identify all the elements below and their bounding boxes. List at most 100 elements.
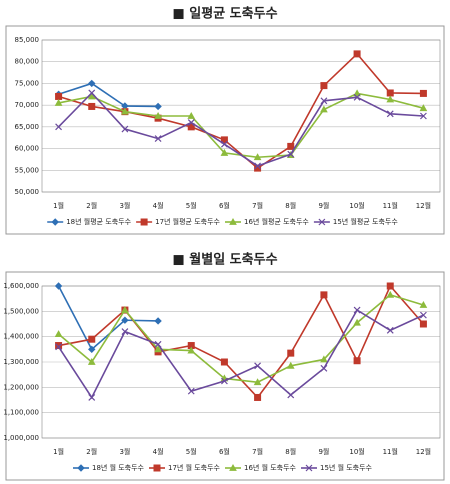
series-line — [58, 293, 424, 384]
data-point — [287, 150, 295, 158]
data-point — [55, 343, 63, 351]
x-tick-label: 7월 — [252, 201, 263, 210]
plot-frame — [41, 285, 441, 439]
x-tick-label: 12월 — [416, 201, 431, 210]
data-point — [353, 89, 361, 97]
data-point — [154, 317, 162, 325]
data-point — [154, 102, 162, 111]
data-point — [386, 110, 394, 118]
data-point — [287, 142, 295, 150]
y-tick-label: 55,000 — [15, 166, 40, 174]
x-tick-label: 10월 — [349, 447, 364, 456]
y-tick-label: 60,000 — [15, 145, 40, 153]
data-point — [286, 361, 295, 369]
data-point — [87, 92, 96, 100]
data-point — [54, 98, 63, 106]
data-point — [121, 125, 129, 133]
legend-marker — [77, 464, 85, 472]
data-point — [55, 342, 63, 350]
series-line — [58, 82, 159, 108]
legend-marker — [229, 463, 237, 471]
data-point — [320, 364, 328, 372]
data-point — [88, 79, 96, 88]
data-point — [87, 357, 96, 365]
chart-title: ■ 일평균 도축두수 — [172, 6, 277, 22]
data-point — [419, 89, 427, 97]
data-point — [353, 306, 361, 314]
y-tick-label: 1,300,000 — [3, 358, 39, 366]
legend-marker — [51, 218, 59, 226]
y-tick-label: 85,000 — [15, 36, 40, 44]
plot-frame — [41, 39, 441, 193]
legend-label: 18년 월 도축두수 — [92, 463, 145, 472]
data-point — [187, 346, 196, 354]
legend-label: 16년 월평균 도축두수 — [244, 217, 309, 226]
data-point — [154, 135, 162, 143]
series-line — [58, 52, 424, 170]
data-point — [419, 320, 427, 328]
x-tick-label: 4월 — [153, 447, 164, 456]
y-tick-label: 1,500,000 — [3, 307, 39, 315]
x-tick-label: 8월 — [285, 447, 296, 456]
data-point — [320, 105, 328, 113]
x-tick-label: 6월 — [219, 447, 230, 456]
x-tick-label: 5월 — [186, 447, 197, 456]
data-point — [220, 136, 228, 144]
series-line — [57, 285, 159, 351]
data-point — [386, 326, 394, 334]
data-point — [121, 316, 129, 324]
x-tick-label: 11월 — [383, 201, 398, 210]
data-point — [320, 355, 328, 363]
y-tick-label: 1,600,000 — [3, 282, 39, 290]
x-tick-label: 8월 — [285, 201, 296, 210]
data-point — [320, 97, 328, 105]
data-point — [320, 82, 328, 90]
data-point — [154, 111, 162, 119]
data-point — [386, 95, 395, 103]
x-tick-label: 10월 — [349, 201, 364, 210]
data-point — [287, 349, 295, 357]
data-point — [54, 282, 63, 290]
x-tick-label: 2월 — [86, 447, 97, 456]
data-point — [55, 92, 63, 100]
legend-marker — [318, 218, 326, 226]
x-tick-label: 5월 — [186, 201, 197, 210]
y-tick-label: 50,000 — [15, 188, 40, 196]
x-tick-label: 7월 — [252, 447, 263, 456]
y-tick-label: 65,000 — [15, 123, 40, 131]
data-point — [88, 394, 96, 401]
data-point — [187, 123, 195, 131]
data-point — [154, 340, 162, 348]
data-point — [220, 140, 228, 148]
data-point — [220, 377, 228, 385]
legend-marker — [140, 218, 148, 226]
data-point — [287, 391, 295, 399]
data-point — [187, 387, 195, 395]
data-point — [419, 311, 427, 319]
x-tick-label: 1월 — [53, 201, 64, 210]
legend-label: 17년 월평균 도축두수 — [155, 217, 220, 226]
chart-frame — [5, 25, 445, 235]
data-point — [121, 306, 129, 313]
x-tick-label: 1월 — [53, 447, 64, 456]
data-point — [254, 393, 262, 401]
data-point — [386, 290, 395, 298]
data-point — [55, 123, 63, 131]
x-tick-label: 4월 — [153, 201, 164, 210]
data-point — [254, 362, 262, 370]
legend-marker — [229, 217, 237, 225]
data-point — [353, 357, 361, 365]
y-tick-label: 1,400,000 — [3, 333, 39, 341]
data-point — [253, 378, 262, 386]
legend-marker — [305, 464, 313, 472]
y-tick-label: 80,000 — [15, 58, 40, 66]
data-point — [88, 102, 96, 110]
data-point — [88, 335, 96, 343]
x-tick-label: 3월 — [119, 447, 130, 456]
data-point — [253, 153, 262, 161]
data-point — [254, 162, 262, 170]
legend-label: 15년 월 도축두수 — [320, 463, 373, 472]
data-point — [419, 104, 428, 112]
data-point — [187, 111, 196, 119]
